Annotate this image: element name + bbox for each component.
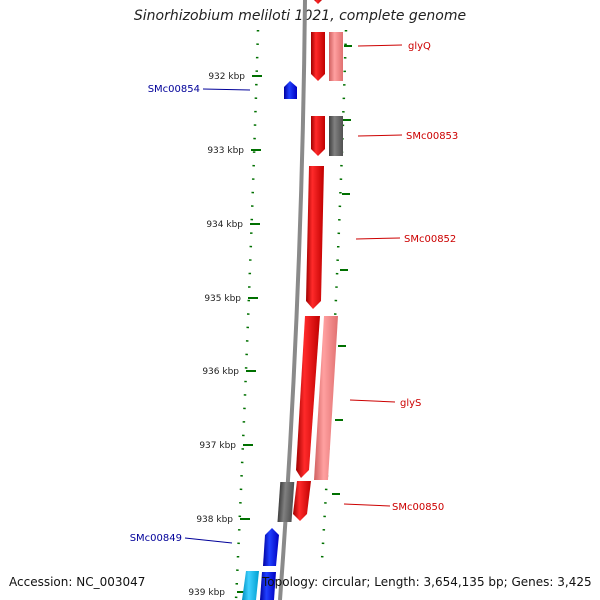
- gene-label-glyS[interactable]: glyS: [400, 398, 421, 409]
- gene-label-SMc00854[interactable]: SMc00854: [148, 84, 200, 95]
- ruler-label: 937 kbp: [199, 441, 236, 451]
- ruler-label: 938 kbp: [196, 515, 233, 525]
- gene-label-glyQ[interactable]: glyQ: [408, 41, 431, 52]
- accession-text: Accession: NC_003047: [9, 575, 146, 589]
- label-leader: [202, 88, 251, 91]
- map-title: Sinorhizobium meliloti 1021, complete ge…: [133, 8, 467, 24]
- gene-partial-top: [314, 0, 322, 4]
- gene-SMc00850[interactable]: [293, 481, 311, 521]
- gene-glyS-annotation: [314, 316, 338, 480]
- ruler-label: 934 kbp: [206, 220, 243, 230]
- label-leader: [184, 537, 233, 544]
- label-leader: [343, 503, 391, 507]
- genome-stats-text: Topology: circular; Length: 3,654,135 bp…: [262, 575, 592, 589]
- label-leader: [357, 134, 403, 137]
- gene-label-SMc00849[interactable]: SMc00849: [130, 533, 182, 544]
- ruler-label: 939 kbp: [188, 588, 225, 598]
- ruler-label: 935 kbp: [204, 294, 241, 304]
- gene-SMc00850-annotation: [277, 482, 295, 522]
- gene-SMc00849[interactable]: [263, 528, 279, 566]
- gene-label-SMc00852[interactable]: SMc00852: [404, 234, 456, 245]
- label-leader: [349, 399, 396, 403]
- gene-SMc00852[interactable]: [306, 166, 324, 309]
- label-leader: [357, 44, 403, 47]
- gene-SMc00853-annotation: [329, 116, 343, 156]
- gene-SMc00853[interactable]: [311, 116, 325, 156]
- gene-SMc00854[interactable]: [284, 81, 297, 99]
- gene-blue-partial[interactable]: [260, 572, 276, 600]
- reverse-genes: [242, 81, 297, 600]
- ruler-ticks: [237, 45, 352, 593]
- gene-cyan-partial[interactable]: [242, 571, 259, 600]
- ruler-label: 932 kbp: [208, 72, 245, 82]
- label-leader: [355, 237, 401, 240]
- gene-glyQ-annotation: [329, 32, 343, 81]
- gene-glyS[interactable]: [296, 316, 320, 478]
- ruler-label: 936 kbp: [202, 367, 239, 377]
- ruler-label: 933 kbp: [207, 146, 244, 156]
- gene-label-SMc00853[interactable]: SMc00853: [406, 131, 458, 142]
- forward-genes: [277, 0, 343, 522]
- gene-glyQ[interactable]: [311, 32, 325, 81]
- gene-label-SMc00850[interactable]: SMc00850: [392, 502, 444, 513]
